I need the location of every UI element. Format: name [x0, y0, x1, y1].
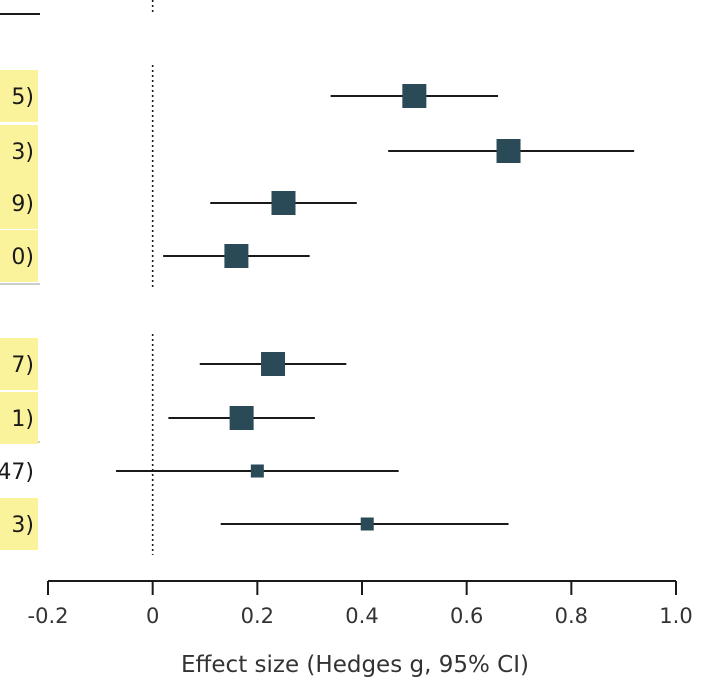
row-label: 1): [11, 407, 34, 432]
row-label-highlight: [0, 498, 38, 550]
row-label-highlight: [0, 230, 38, 282]
point-estimates: [224, 84, 521, 531]
row-labels: 5) 3) 9) 0) 7) 1) 47) 3): [0, 70, 38, 550]
point-estimate-marker: [261, 352, 286, 376]
point-estimate-marker: [250, 464, 264, 478]
x-axis-title: Effect size (Hedges g, 95% CI): [181, 652, 529, 678]
x-tick-label: 0.4: [345, 604, 378, 628]
row-label-highlight: [0, 177, 38, 229]
x-axis: -0.2 0 0.2 0.4 0.6 0.8 1.0: [28, 580, 693, 628]
row-label: 3): [11, 513, 34, 538]
point-estimate-marker: [229, 406, 254, 430]
row-label: 7): [11, 353, 34, 378]
point-estimate-marker: [224, 244, 249, 268]
x-tick-label: 0.6: [450, 604, 483, 628]
x-tick-label: 0.2: [241, 604, 274, 628]
x-tick-label: 1.0: [659, 604, 692, 628]
row-label-highlight: [0, 392, 38, 444]
x-tick-label: -0.2: [28, 604, 69, 628]
point-estimate-marker: [496, 139, 521, 163]
row-label: 3): [11, 140, 34, 165]
point-estimate-marker: [360, 517, 374, 531]
x-tick-label: 0: [146, 604, 159, 628]
row-label: 0): [11, 245, 34, 270]
row-label-highlight: [0, 125, 38, 177]
row-label-highlight: [0, 338, 38, 390]
row-label: 47): [0, 460, 34, 485]
confidence-intervals: [116, 95, 635, 525]
point-estimate-marker: [402, 84, 427, 108]
row-label: 5): [11, 85, 34, 110]
point-estimate-marker: [271, 191, 296, 215]
row-label-highlight: [0, 70, 38, 122]
row-label: 9): [11, 192, 34, 217]
x-tick-label: 0.8: [555, 604, 588, 628]
